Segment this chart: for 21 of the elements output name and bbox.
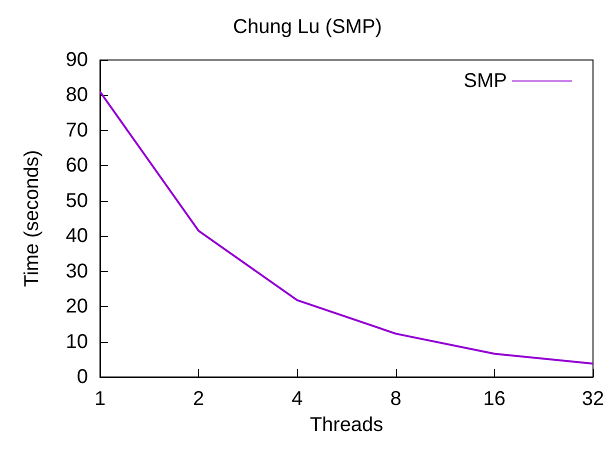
y-axis-title: Time (seconds): [21, 150, 43, 288]
y-tick-label: 30: [66, 260, 88, 282]
y-tick-label: 70: [66, 119, 88, 142]
y-tick-label: 50: [66, 190, 88, 212]
line-series: [99, 90, 594, 365]
x-tick-label: 2: [193, 388, 204, 410]
legend-label: SMP: [464, 70, 507, 92]
chart-title: Chung Lu (SMP): [233, 16, 382, 38]
y-tick-label: 40: [66, 225, 88, 248]
x-tick-label: 16: [483, 388, 506, 410]
x-tick-label: 1: [94, 388, 106, 410]
y-tick-label: 0: [76, 366, 88, 388]
x-tick-label: 4: [292, 388, 303, 410]
x-axis-title: Threads: [310, 414, 384, 436]
y-tick-label: 60: [66, 154, 88, 177]
y-tick-label: 90: [66, 49, 88, 71]
y-tick-label: 10: [66, 330, 88, 353]
y-tick-label: 20: [66, 296, 88, 318]
x-tick-label: 32: [582, 388, 604, 410]
x-tick-label: 8: [390, 388, 402, 410]
y-tick-label: 80: [66, 84, 88, 106]
